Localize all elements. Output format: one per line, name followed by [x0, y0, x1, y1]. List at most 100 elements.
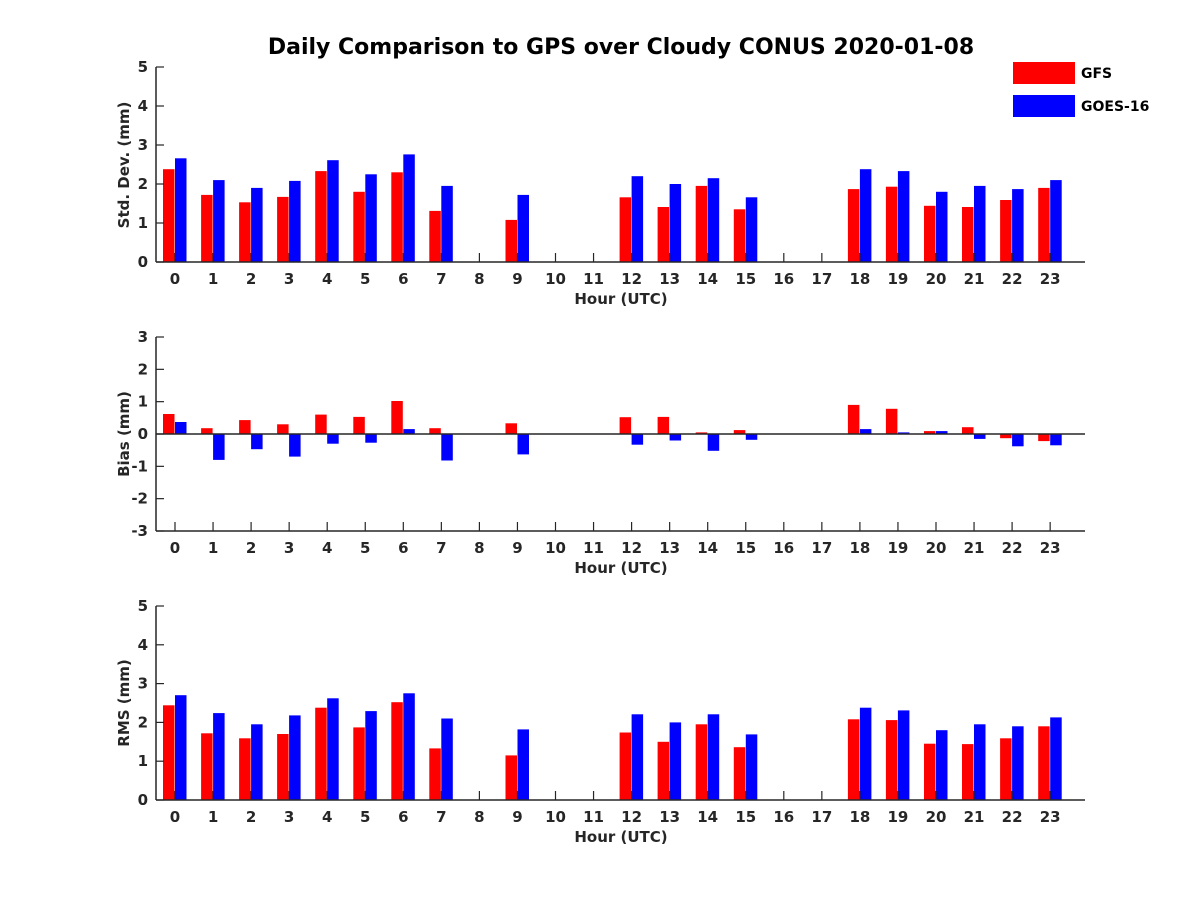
y-tick-label: 1	[138, 752, 148, 770]
bar-gfs-hour-1	[201, 194, 213, 262]
x-tick-label: 15	[735, 270, 756, 288]
bar-gfs-hour-20	[924, 205, 936, 262]
x-tick-label: 17	[811, 808, 832, 826]
bar-goes-16-hour-12	[631, 176, 644, 262]
y-tick-label: -2	[131, 490, 148, 508]
bar-goes-16-hour-5	[365, 174, 377, 263]
bar-gfs-hour-9	[505, 755, 517, 800]
x-tick-label: 13	[659, 808, 680, 826]
y-tick-label: 3	[138, 675, 148, 693]
x-tick-label: 21	[964, 270, 985, 288]
bar-gfs-hour-1	[201, 733, 213, 800]
bar-gfs-hour-15	[733, 430, 746, 434]
x-tick-label: 4	[322, 539, 332, 557]
bar-goes-16-hour-14	[707, 178, 720, 262]
x-tick-label: 18	[849, 539, 870, 557]
bar-gfs-hour-14	[695, 724, 708, 800]
x-tick-label: 9	[512, 270, 522, 288]
x-tick-label: 19	[888, 539, 909, 557]
bar-gfs-hour-19	[885, 186, 898, 262]
y-tick-label: 3	[138, 136, 148, 154]
bar-gfs-hour-2	[239, 420, 251, 434]
y-tick-label: 5	[138, 597, 148, 615]
x-tick-label: 22	[1002, 539, 1023, 557]
bar-gfs-hour-19	[885, 408, 898, 434]
y-tick-label: 4	[138, 97, 148, 115]
x-tick-label: 23	[1040, 808, 1061, 826]
bar-goes-16-hour-0	[175, 158, 187, 262]
bar-gfs-hour-22	[1000, 738, 1012, 800]
bar-gfs-hour-7	[429, 428, 441, 434]
bar-gfs-hour-22	[1000, 200, 1012, 262]
bar-goes-16-hour-13	[669, 434, 682, 441]
x-tick-label: 14	[697, 808, 718, 826]
bar-goes-16-hour-20	[936, 191, 948, 262]
bar-gfs-hour-3	[277, 734, 289, 800]
bar-gfs-hour-7	[429, 210, 441, 262]
x-tick-label: 5	[360, 270, 370, 288]
bar-gfs-hour-18	[847, 189, 860, 262]
bar-gfs-hour-1	[201, 428, 213, 434]
bar-gfs-hour-3	[277, 196, 289, 262]
bar-gfs-hour-0	[163, 414, 175, 434]
bar-goes-16-hour-14	[707, 434, 720, 451]
bar-gfs-hour-0	[163, 705, 175, 800]
x-tick-label: 2	[246, 539, 256, 557]
bar-gfs-hour-21	[962, 427, 974, 434]
y-axis-label: RMS (mm)	[115, 659, 133, 746]
x-axis-label: Hour (UTC)	[574, 828, 667, 846]
bar-gfs-hour-12	[619, 417, 632, 434]
bar-goes-16-hour-20	[936, 431, 948, 434]
y-tick-label: 0	[138, 791, 148, 809]
x-tick-label: 7	[436, 808, 446, 826]
x-tick-label: 22	[1002, 270, 1023, 288]
x-tick-label: 1	[208, 539, 218, 557]
bar-goes-16-hour-18	[859, 429, 872, 434]
bar-gfs-hour-20	[924, 743, 936, 800]
x-tick-label: 23	[1040, 539, 1061, 557]
x-tick-label: 18	[849, 808, 870, 826]
x-tick-label: 5	[360, 539, 370, 557]
bar-goes-16-hour-6	[403, 154, 415, 262]
bar-goes-16-hour-4	[327, 160, 339, 262]
x-tick-label: 10	[545, 808, 566, 826]
bar-goes-16-hour-2	[251, 187, 263, 262]
bar-goes-16-hour-21	[974, 434, 986, 439]
bar-goes-16-hour-5	[365, 711, 377, 800]
bar-goes-16-hour-23	[1050, 434, 1062, 446]
bar-gfs-hour-6	[391, 401, 403, 434]
x-tick-label: 9	[512, 808, 522, 826]
y-tick-label: -3	[131, 522, 148, 540]
bar-gfs-hour-0	[163, 169, 175, 262]
x-tick-label: 13	[659, 270, 680, 288]
x-tick-label: 1	[208, 808, 218, 826]
x-tick-label: 20	[926, 808, 947, 826]
bar-goes-16-hour-14	[707, 714, 720, 800]
x-tick-label: 16	[773, 808, 794, 826]
y-tick-label: 1	[138, 393, 148, 411]
x-tick-label: 12	[621, 270, 642, 288]
x-tick-label: 14	[697, 270, 718, 288]
bar-goes-16-hour-3	[289, 180, 301, 262]
bar-goes-16-hour-21	[974, 185, 986, 262]
bar-gfs-hour-13	[657, 741, 670, 800]
x-tick-label: 8	[474, 808, 484, 826]
bar-goes-16-hour-2	[251, 724, 263, 800]
y-tick-label: 2	[138, 713, 148, 731]
x-tick-label: 10	[545, 539, 566, 557]
bar-gfs-hour-18	[847, 404, 860, 434]
x-tick-label: 3	[284, 539, 294, 557]
bar-goes-16-hour-6	[403, 429, 415, 434]
x-tick-label: 6	[398, 808, 408, 826]
x-tick-label: 4	[322, 270, 332, 288]
x-tick-label: 7	[436, 539, 446, 557]
bar-goes-16-hour-1	[213, 434, 225, 460]
bar-gfs-hour-15	[733, 747, 746, 800]
x-tick-label: 10	[545, 270, 566, 288]
legend: GFS GOES-16	[1013, 62, 1149, 117]
bar-goes-16-hour-19	[897, 432, 910, 434]
y-tick-label: 1	[138, 214, 148, 232]
